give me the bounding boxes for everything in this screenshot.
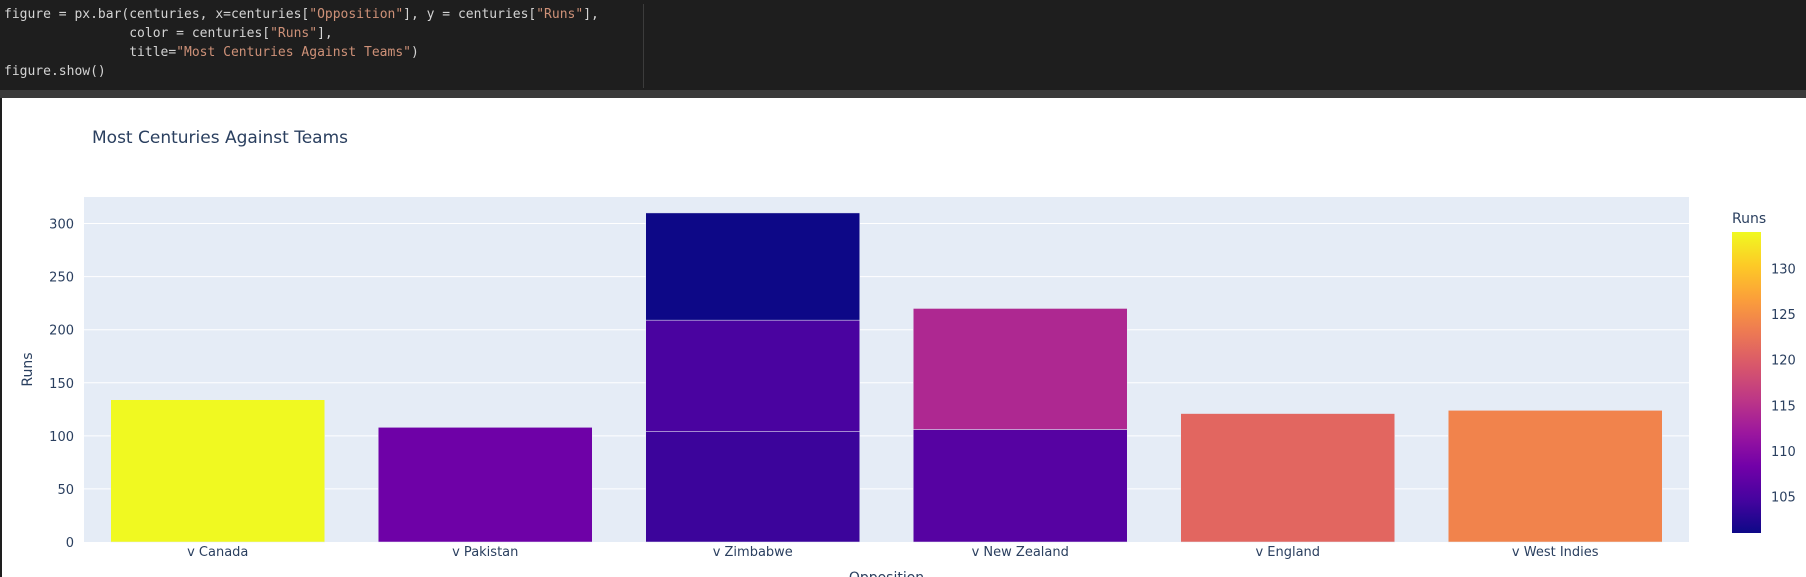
x-axis-title: Opposition xyxy=(849,570,924,577)
colorbar xyxy=(1732,232,1761,533)
chart-title: Most Centuries Against Teams xyxy=(92,128,349,148)
bar-segment xyxy=(1448,410,1663,543)
bar-segment xyxy=(645,431,860,543)
bar-segment xyxy=(913,429,1128,543)
bar-segment xyxy=(913,308,1128,430)
code-line: figure = px.bar(centuries, x=centuries["… xyxy=(4,5,640,24)
code-cell[interactable]: figure = px.bar(centuries, x=centuries["… xyxy=(0,0,1806,90)
x-tick-label: v Canada xyxy=(187,545,248,560)
x-tick-label: v England xyxy=(1255,545,1320,560)
colorbar-tick-label: 125 xyxy=(1771,308,1796,323)
colorbar-tick-label: 110 xyxy=(1771,445,1796,460)
code-token: color = centuries[ xyxy=(4,26,271,41)
code-editor[interactable]: figure = px.bar(centuries, x=centuries["… xyxy=(4,5,640,81)
code-token: figure.show() xyxy=(4,64,106,79)
x-tick-label: v West Indies xyxy=(1512,545,1599,560)
code-line: figure.show() xyxy=(4,62,640,81)
code-token: ) xyxy=(411,45,419,60)
x-tick-label: v New Zealand xyxy=(972,545,1069,560)
code-line: color = centuries["Runs"], xyxy=(4,24,640,43)
code-divider xyxy=(643,4,644,88)
code-string-token: "Opposition" xyxy=(309,7,404,22)
bar-segment xyxy=(645,319,860,432)
x-tick-label: v Pakistan xyxy=(452,545,518,560)
colorbar-tick-label: 115 xyxy=(1771,399,1796,414)
y-axis-title: Runs xyxy=(20,352,36,386)
y-tick-label: 300 xyxy=(49,218,74,233)
cell-separator xyxy=(0,90,1806,98)
y-tick-label: 50 xyxy=(57,483,74,498)
y-tick-label: 150 xyxy=(49,377,74,392)
y-tick-label: 100 xyxy=(49,430,74,445)
code-token: ], y = centuries[ xyxy=(403,7,537,22)
code-string-token: "Runs" xyxy=(536,7,584,22)
bar-segment xyxy=(1180,413,1395,543)
bar-chart: 0 50 100 150 200 250 300 v Canada v Pakistan v Zi… xyxy=(20,197,1796,577)
code-token: title= xyxy=(4,45,177,60)
bar-segment xyxy=(378,427,593,543)
code-string-token: "Most Centuries Against Teams" xyxy=(176,45,411,60)
code-token: ], xyxy=(317,26,333,41)
code-string-token: "Runs" xyxy=(270,26,318,41)
bar-segment xyxy=(645,212,860,321)
colorbar-tick-label: 120 xyxy=(1771,354,1796,369)
y-tick-label: 200 xyxy=(49,324,74,339)
x-tick-label: v Zimbabwe xyxy=(713,545,793,560)
code-token: figure = px.bar(centuries, x=centuries[ xyxy=(4,7,310,22)
code-line: title="Most Centuries Against Teams") xyxy=(4,43,640,62)
colorbar-tick-label: 105 xyxy=(1771,491,1796,506)
code-token: ], xyxy=(583,7,599,22)
plot-output: Most Centuries Against Teams 0 50 100 150 20… xyxy=(2,98,1806,577)
bar-segment xyxy=(110,399,325,543)
plot-area xyxy=(84,197,1689,542)
colorbar-tick-label: 130 xyxy=(1771,262,1796,277)
y-tick-label: 0 xyxy=(66,536,74,551)
y-tick-label: 250 xyxy=(49,271,74,286)
colorbar-title: Runs xyxy=(1732,211,1766,227)
